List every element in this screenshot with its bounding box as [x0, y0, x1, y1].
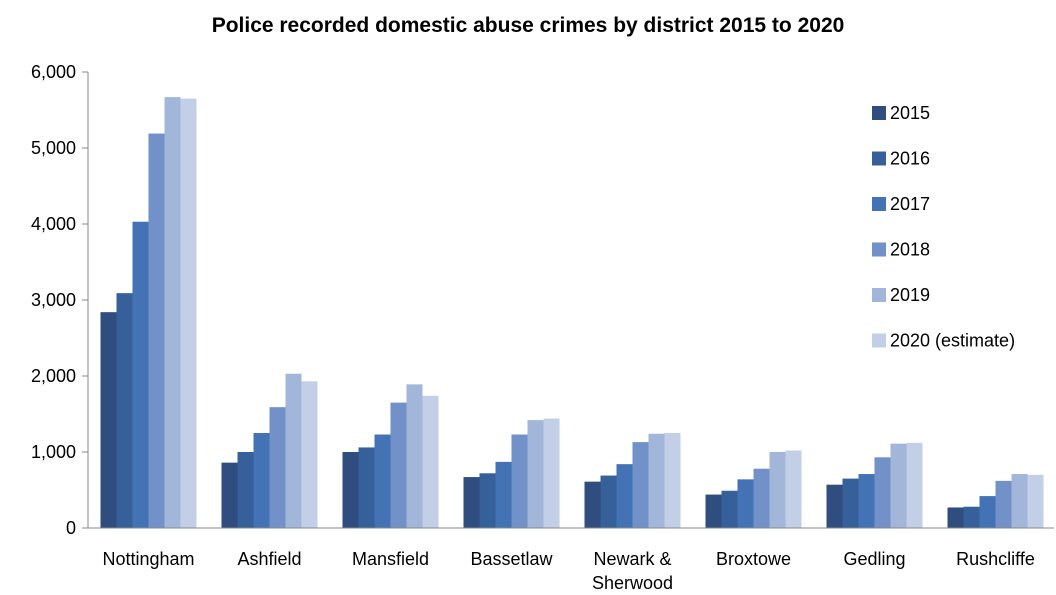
bar-2016-bassetlaw [479, 473, 496, 528]
legend-label: 2020 (estimate) [890, 331, 1015, 351]
bar-2018-rushcliffe [995, 480, 1012, 528]
bar-2018-mansfield [390, 402, 407, 528]
bar-2015-broxtowe [705, 494, 722, 528]
bar-2019-bassetlaw [527, 420, 544, 528]
bar-2018-ashfield [269, 407, 286, 528]
bar-2016-mansfield [358, 447, 375, 528]
bar-2019-nottingham [164, 97, 181, 528]
x-tick-label: Ashfield [237, 549, 301, 569]
bar-2019-ashfield [285, 373, 302, 528]
bar-2017-rushcliffe [979, 496, 996, 528]
legend-label: 2019 [890, 285, 930, 305]
x-tick-label: Gedling [843, 549, 905, 569]
bar-2016-ashfield [237, 452, 254, 528]
legend-swatch [872, 197, 886, 211]
bar-2016-broxtowe [721, 490, 738, 528]
legend-label: 2016 [890, 149, 930, 169]
bar-2016-nottingham [116, 293, 133, 528]
x-axis-labels: Nottingham Ashfield Mansfield Bassetlaw Newa… [102, 549, 1034, 593]
bar-2016-gedling [842, 478, 859, 528]
bar-2020-bassetlaw [543, 418, 560, 528]
x-tick-label: Broxtowe [716, 549, 791, 569]
chart-title: Police recorded domestic abuse crimes by… [211, 14, 845, 37]
bar-2017-bassetlaw [495, 461, 512, 528]
bar-2016-newark-sherwood [600, 475, 617, 528]
bar-2017-gedling [858, 474, 875, 528]
bar-2018-gedling [874, 457, 891, 528]
y-tick-label: 3,000 [31, 290, 76, 310]
legend-label: 2017 [890, 194, 930, 214]
bar-2020-ashfield [301, 381, 318, 528]
bar-2015-gedling [826, 484, 843, 528]
legend-swatch [872, 333, 886, 348]
x-tick-label: Mansfield [352, 549, 429, 569]
bars-layer [100, 97, 1044, 528]
bar-2019-mansfield [406, 384, 423, 528]
y-tick-label: 6,000 [31, 62, 76, 82]
bar-2016-rushcliffe [963, 506, 980, 528]
legend-label: 2018 [890, 240, 930, 260]
bar-2020-gedling [906, 442, 923, 528]
legend-label: 2015 [890, 103, 930, 123]
bar-2017-nottingham [132, 221, 149, 528]
x-tick-label: Rushcliffe [956, 549, 1035, 569]
bar-2015-rushcliffe [947, 507, 964, 528]
y-tick-label: 1,000 [31, 442, 76, 462]
bar-2018-broxtowe [753, 468, 770, 528]
y-tick-label: 5,000 [31, 138, 76, 158]
y-tick-label: 4,000 [31, 214, 76, 234]
bar-2015-mansfield [342, 452, 359, 528]
bar-2020-broxtowe [785, 450, 802, 528]
legend-swatch [872, 288, 886, 302]
legend-swatch [872, 242, 886, 257]
legend-swatch [872, 151, 886, 166]
bar-2018-newark-sherwood [632, 442, 649, 528]
bar-2019-newark-sherwood [648, 433, 665, 528]
bar-2015-ashfield [221, 462, 238, 528]
bar-2017-ashfield [253, 433, 270, 528]
legend: 2015 2016 2017 2018 2019 2020 (estimate) [872, 103, 1015, 351]
bar-2019-broxtowe [769, 452, 786, 528]
y-axis-ticks: 0 1,000 2,000 3,000 4,000 5,000 6,000 [31, 62, 88, 538]
bar-2015-bassetlaw [463, 477, 480, 528]
bar-2020-mansfield [422, 395, 439, 528]
bar-2020-nottingham [180, 98, 197, 528]
bar-2019-rushcliffe [1011, 474, 1028, 528]
y-tick-label: 0 [66, 518, 76, 538]
y-tick-label: 2,000 [31, 366, 76, 386]
bar-2018-bassetlaw [511, 434, 528, 528]
x-tick-label: Nottingham [102, 549, 194, 569]
bar-2015-nottingham [100, 312, 117, 528]
bar-2017-newark-sherwood [616, 464, 633, 528]
bar-2019-gedling [890, 443, 907, 528]
bar-2017-mansfield [374, 434, 391, 528]
bar-2018-nottingham [148, 133, 165, 528]
bar-2015-newark-sherwood [584, 481, 601, 528]
legend-swatch [872, 106, 886, 120]
x-tick-label: Newark & Sherwood [592, 549, 673, 593]
bar-2020-rushcliffe [1027, 474, 1044, 528]
x-tick-label: Bassetlaw [470, 549, 553, 569]
bar-2020-newark-sherwood [664, 433, 681, 528]
bar-2017-broxtowe [737, 479, 754, 528]
